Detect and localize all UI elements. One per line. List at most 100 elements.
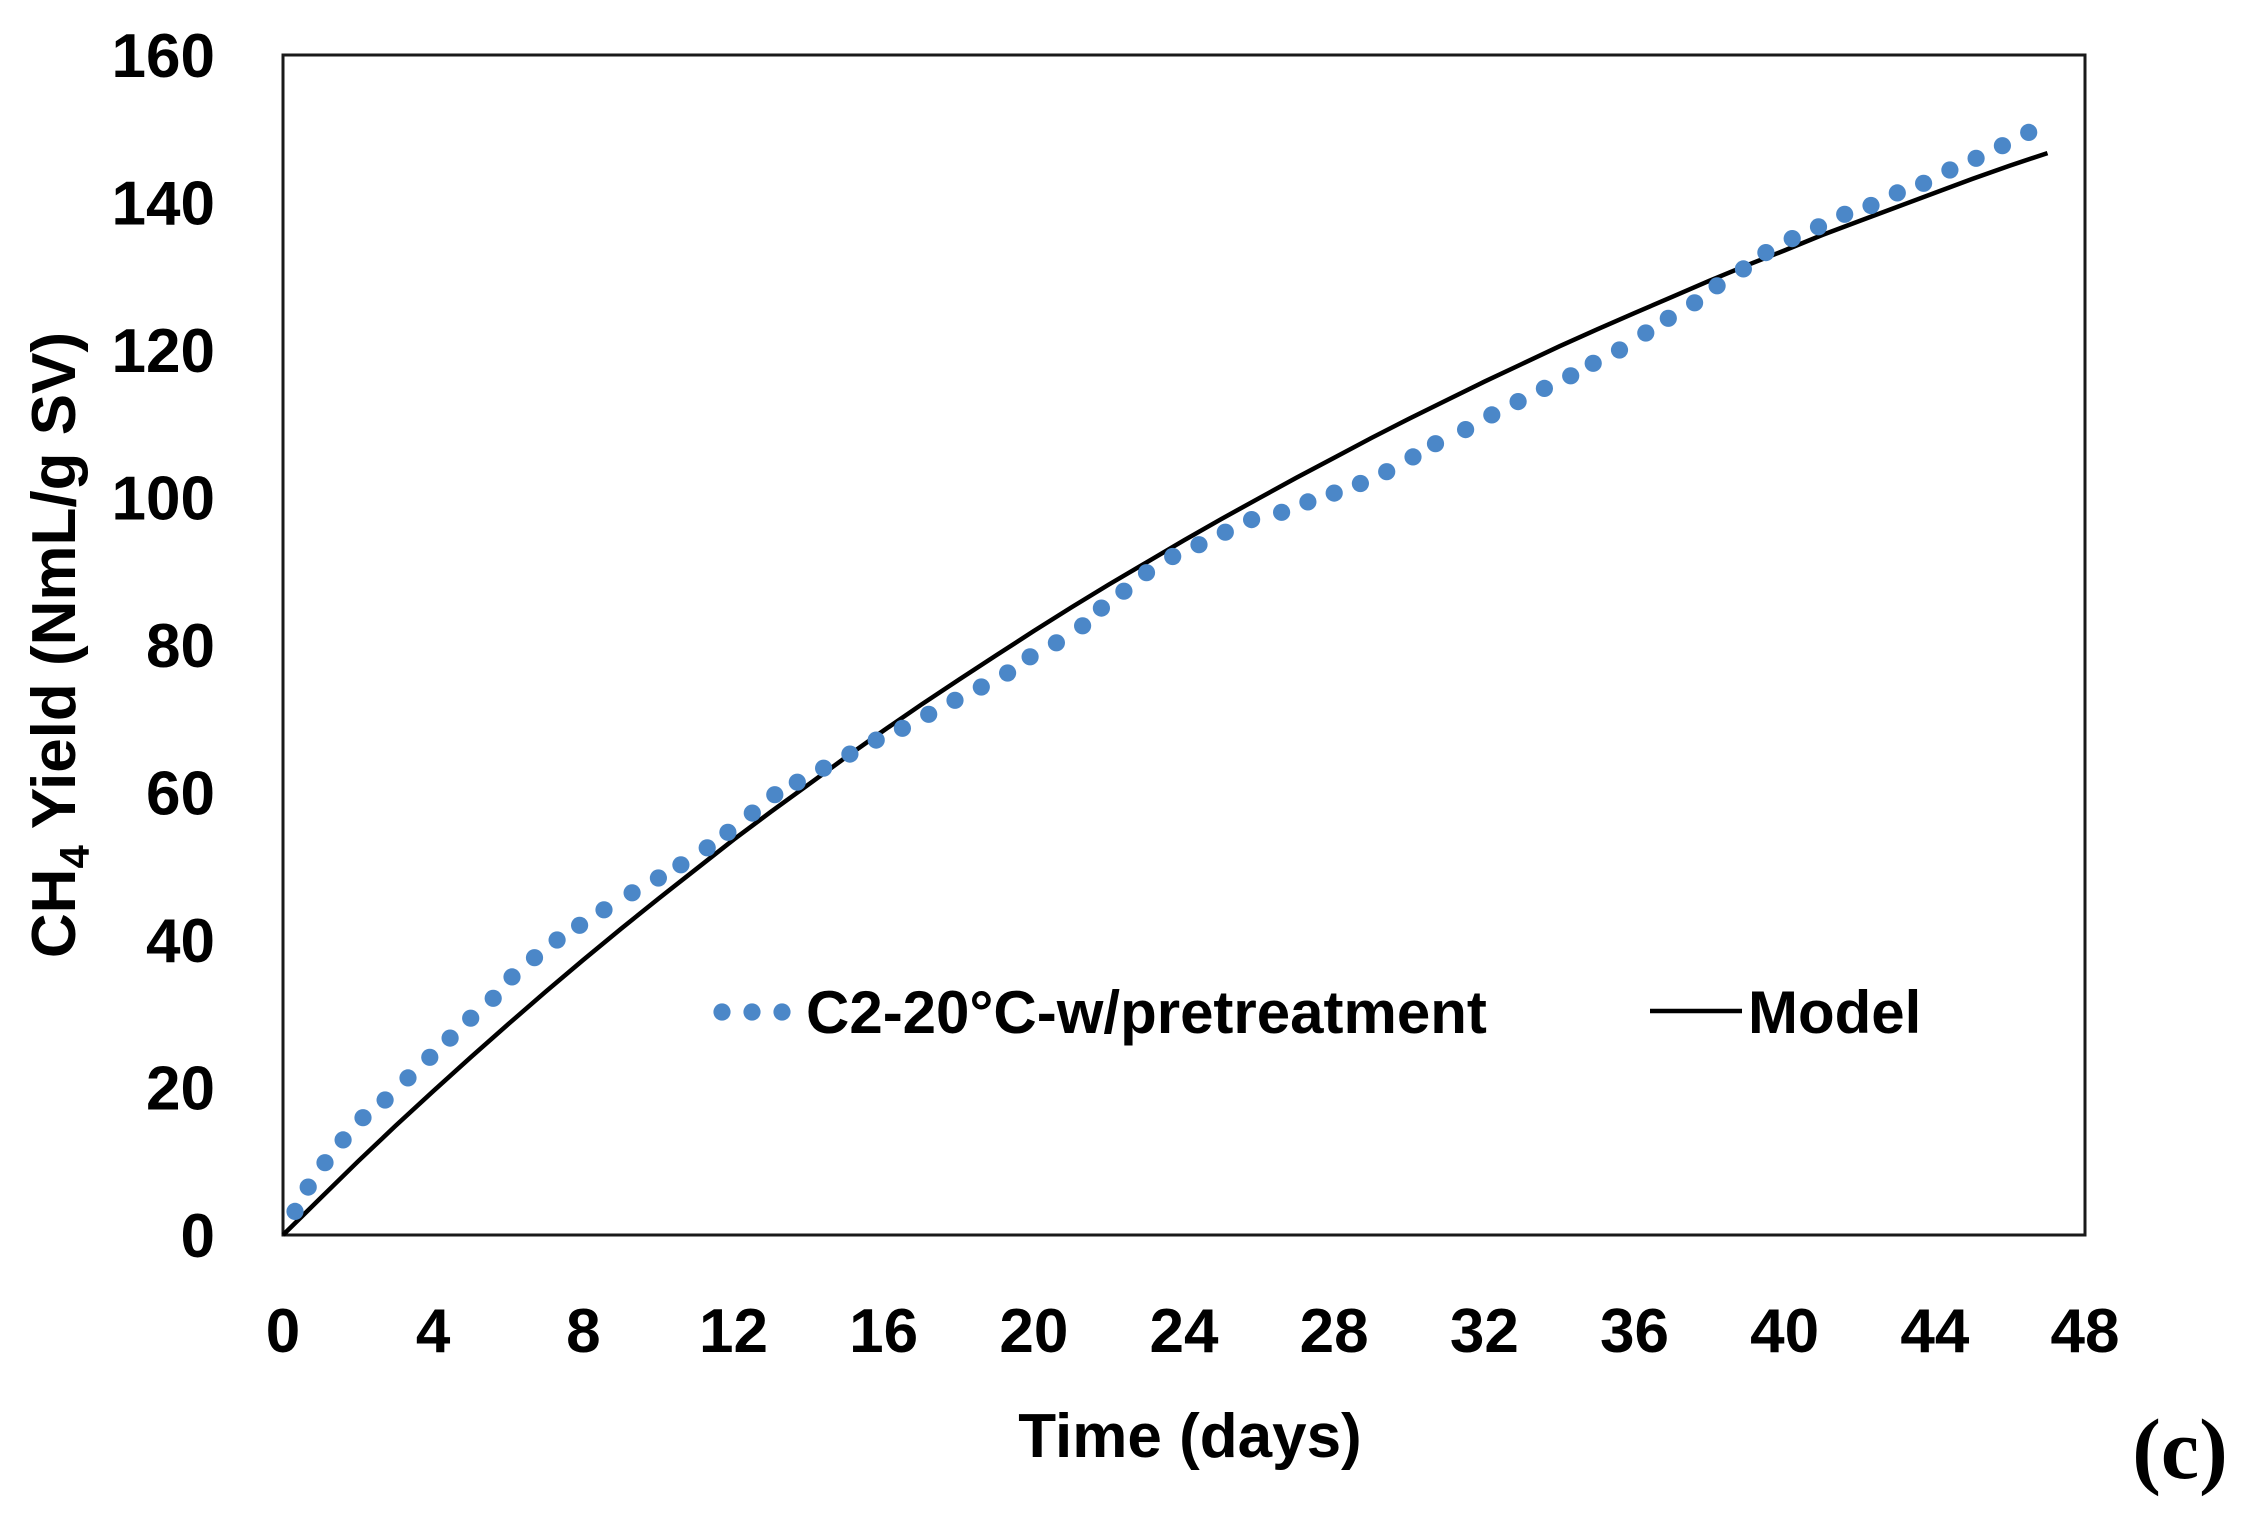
- data-dot: [999, 664, 1017, 682]
- data-dot: [920, 705, 938, 723]
- data-dot: [1584, 354, 1602, 372]
- data-dot: [1137, 564, 1156, 582]
- y-tick-label-20: 20: [146, 1055, 215, 1124]
- y-tick-label-140: 140: [112, 170, 215, 239]
- y-axis-title-suffix: Yield (NmL/g SV): [20, 332, 89, 845]
- x-axis-title: Time (days): [1018, 1402, 1361, 1471]
- data-dot: [1457, 421, 1475, 439]
- data-dot: [1734, 260, 1752, 278]
- data-dot: [1509, 393, 1527, 411]
- y-axis-tick-labels: 0 20 40 60 80 100 120 140 160: [112, 22, 215, 1271]
- legend: C2-20°C-w/pretreatment Model: [713, 979, 1921, 1046]
- data-dot: [462, 1009, 480, 1027]
- data-dot: [649, 869, 668, 887]
- data-dot: [441, 1029, 459, 1047]
- data-dot: [548, 931, 566, 949]
- data-dot: [623, 884, 641, 902]
- data-dot: [1809, 218, 1828, 236]
- data-dot: [1610, 341, 1629, 359]
- x-tick-label-40: 40: [1750, 1297, 1819, 1366]
- y-axis-title: CH4 Yield (NmL/g SV): [20, 332, 98, 958]
- data-dot: [421, 1048, 439, 1066]
- data-dot: [503, 968, 521, 986]
- data-dot: [1659, 309, 1677, 327]
- data-dot: [376, 1091, 394, 1109]
- data-dot: [1190, 536, 1208, 554]
- y-tick-label-100: 100: [112, 465, 215, 534]
- x-tick-label-32: 32: [1450, 1297, 1519, 1366]
- data-dot: [299, 1178, 317, 1196]
- data-dot: [316, 1154, 334, 1172]
- x-axis-tick-labels: 0 4 8 12 16 20 24 28 32 36 40 44 48: [266, 1297, 2120, 1366]
- data-dot: [841, 745, 859, 763]
- x-tick-label-28: 28: [1300, 1297, 1369, 1366]
- data-dot: [719, 823, 737, 841]
- data-dot: [946, 691, 964, 709]
- data-dot: [1535, 379, 1553, 397]
- model-curve-line: [281, 150, 2049, 1237]
- data-dot: [1325, 484, 1343, 502]
- legend-label-data-series: C2-20°C-w/pretreatment: [806, 979, 1487, 1046]
- x-tick-label-0: 0: [266, 1297, 300, 1366]
- data-dot: [1862, 196, 1880, 215]
- legend-dot-marker-2: [743, 1003, 761, 1021]
- y-tick-label-160: 160: [112, 22, 215, 91]
- data-dot: [743, 804, 761, 822]
- x-tick-label-36: 36: [1600, 1297, 1669, 1366]
- x-tick-label-48: 48: [2051, 1297, 2120, 1366]
- data-dot: [815, 759, 833, 777]
- plot-frame: [281, 53, 2087, 1237]
- data-dot: [1686, 294, 1704, 312]
- data-dot: [1426, 435, 1445, 453]
- data-dot: [1483, 406, 1501, 424]
- data-dot-series: [286, 123, 2038, 1220]
- y-axis-title-subscript: 4: [51, 845, 98, 869]
- x-tick-label-24: 24: [1150, 1297, 1219, 1366]
- data-dot: [1074, 617, 1092, 635]
- data-dot: [484, 989, 502, 1007]
- data-dot: [595, 901, 613, 919]
- x-tick-label-4: 4: [416, 1297, 451, 1366]
- data-dot: [788, 773, 806, 791]
- data-dot: [1378, 463, 1396, 481]
- panel-letter: (c): [2132, 1401, 2227, 1497]
- data-dot: [1783, 230, 1801, 248]
- model-line-series: [281, 150, 2049, 1237]
- data-dot: [1299, 493, 1317, 511]
- y-tick-label-60: 60: [146, 760, 215, 829]
- y-tick-label-40: 40: [146, 907, 215, 976]
- data-dot: [867, 731, 885, 749]
- data-dot: [1216, 523, 1234, 541]
- data-dot: [1243, 510, 1261, 529]
- data-dot: [1351, 474, 1369, 493]
- data-dot: [2020, 123, 2038, 141]
- x-tick-label-20: 20: [999, 1297, 1068, 1366]
- y-tick-label-80: 80: [146, 612, 215, 681]
- data-dot: [1915, 174, 1933, 192]
- data-dot: [1273, 503, 1291, 521]
- data-dot: [399, 1069, 417, 1087]
- data-dot: [1047, 634, 1065, 652]
- data-dot: [1836, 205, 1854, 223]
- data-dot: [1164, 547, 1182, 566]
- x-tick-label-44: 44: [1900, 1297, 1969, 1366]
- data-dot: [1888, 184, 1906, 202]
- data-dot: [571, 916, 589, 934]
- y-tick-label-120: 120: [112, 317, 215, 386]
- data-dot: [1757, 244, 1775, 262]
- data-dot: [1967, 149, 1985, 167]
- y-tick-label-0: 0: [181, 1202, 215, 1271]
- data-dot: [1637, 324, 1655, 342]
- data-dot: [1115, 582, 1133, 600]
- data-dot: [972, 678, 990, 696]
- data-dot: [354, 1109, 372, 1127]
- data-dot: [672, 856, 690, 874]
- x-tick-label-12: 12: [699, 1297, 768, 1366]
- data-dot: [1021, 648, 1039, 666]
- data-dot: [1092, 599, 1110, 617]
- x-tick-label-8: 8: [566, 1297, 600, 1366]
- data-dot: [334, 1131, 352, 1149]
- legend-dot-marker-1: [713, 1003, 731, 1021]
- data-dot: [1941, 161, 1959, 179]
